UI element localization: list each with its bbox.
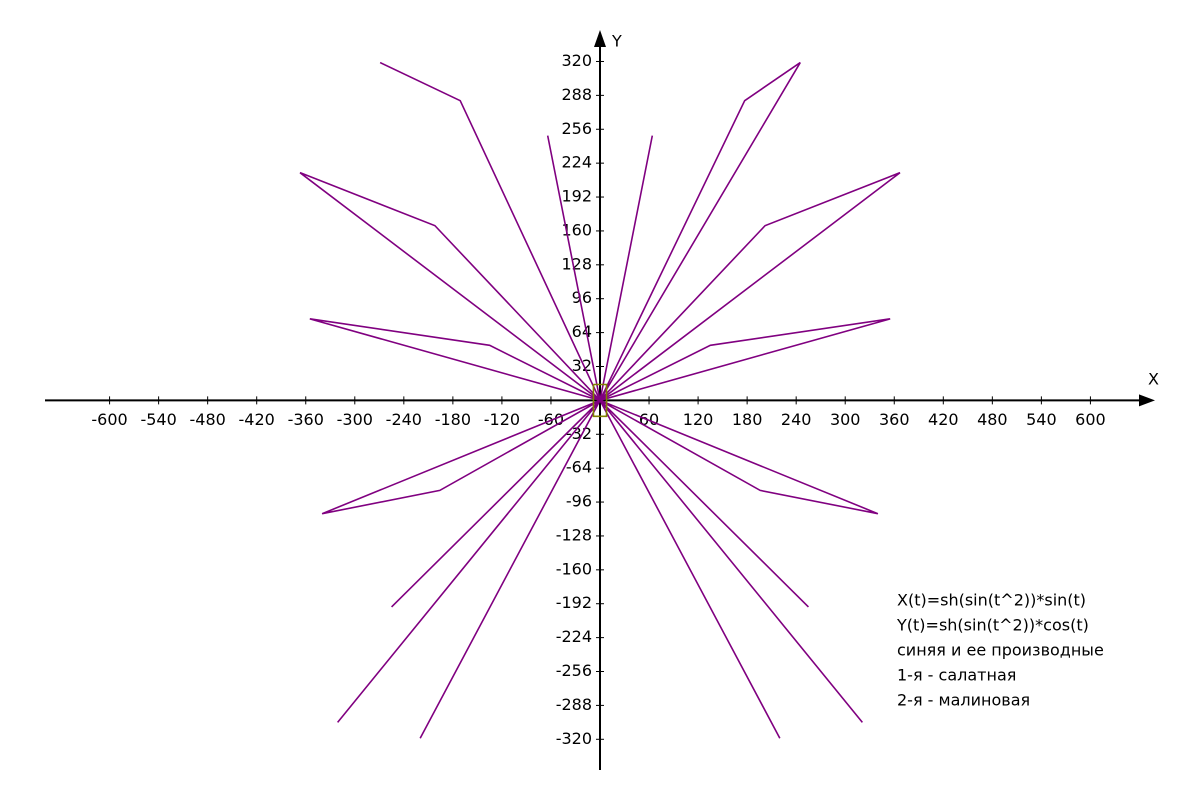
x-tick-label: 240 [781,410,812,429]
x-tick-label: 420 [928,410,959,429]
x-tick-label: 180 [732,410,763,429]
annotation: 1-я - салатная [897,666,1016,685]
y-tick-label: -96 [566,492,592,511]
x-tick-label: -480 [190,410,226,429]
x-tick-label: -420 [239,410,275,429]
x-tick-label: 120 [683,410,714,429]
y-tick-label: -224 [556,627,592,646]
x-tick-label: -300 [337,410,373,429]
annotation: синяя и ее производные [897,641,1104,660]
y-tick-label: -64 [566,458,592,477]
y-tick-label: -160 [556,559,592,578]
y-tick-label: 64 [572,322,592,341]
y-tick-label: 192 [561,187,592,206]
y-tick-label: 128 [561,254,592,273]
y-tick-label: -192 [556,593,592,612]
annotation: Y(t)=sh(sin(t^2))*cos(t) [896,616,1089,635]
x-tick-label: -240 [386,410,422,429]
y-axis-arrow [594,30,606,47]
y-axis-label: Y [611,32,622,51]
x-tick-label: 300 [830,410,861,429]
x-tick-label: -540 [140,410,176,429]
y-tick-label: -288 [556,695,592,714]
x-tick-label: 480 [977,410,1008,429]
x-axis-label: X [1148,370,1159,389]
curve [592,383,608,418]
x-tick-label: 60 [639,410,659,429]
x-tick-label: -60 [538,410,564,429]
y-tick-label: 96 [572,288,592,307]
x-tick-label: 360 [879,410,910,429]
y-tick-label: 288 [561,85,592,104]
y-tick-label: -128 [556,525,592,544]
x-tick-label: -180 [435,410,471,429]
annotation: 2-я - малиновая [897,691,1030,710]
x-tick-label: -360 [288,410,324,429]
y-tick-label: 160 [561,220,592,239]
y-tick-label: -256 [556,661,592,680]
x-axis-arrow [1139,394,1155,407]
x-tick-label: -600 [91,410,127,429]
x-tick-label: 540 [1026,410,1057,429]
y-tick-label: 320 [561,51,592,70]
y-tick-label: 256 [561,119,592,138]
x-tick-label: 600 [1075,410,1106,429]
curve [299,61,901,739]
annotation: X(t)=sh(sin(t^2))*sin(t) [897,591,1086,610]
x-tick-label: -120 [484,410,520,429]
y-tick-label: 32 [572,356,592,375]
y-tick-label: -320 [556,729,592,748]
y-tick-label: 224 [561,153,592,172]
